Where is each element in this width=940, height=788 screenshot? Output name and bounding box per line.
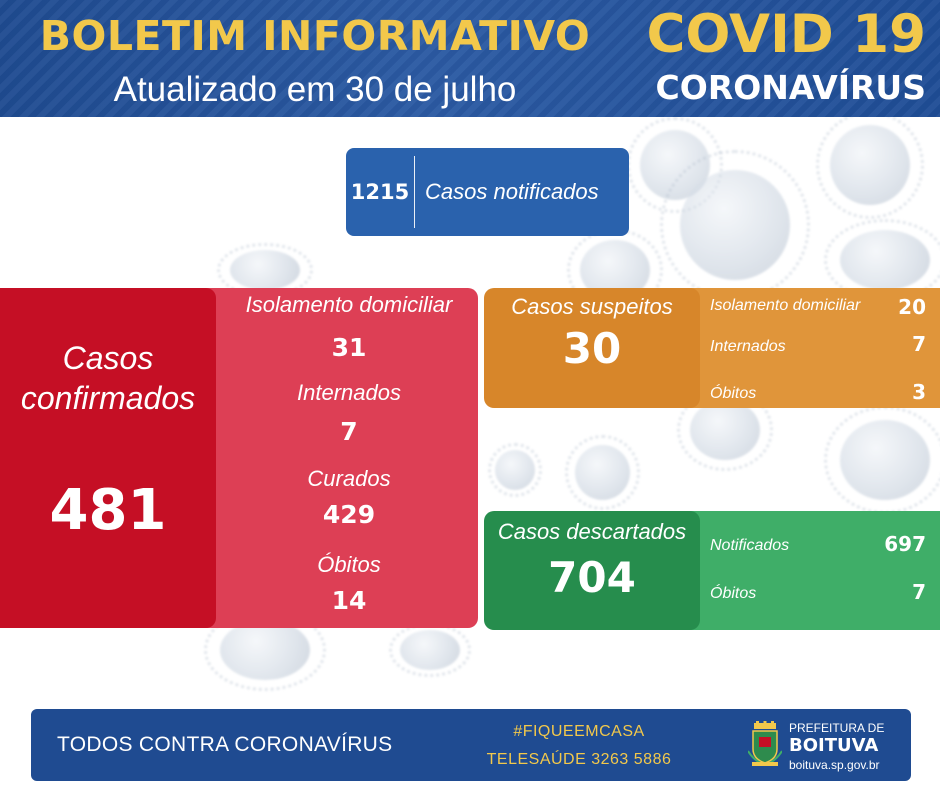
virus-decoration — [487, 442, 543, 498]
discarded-details-panel: Notificados 697 Óbitos 7 — [672, 511, 940, 630]
suspected-hospitalized-value: 7 — [912, 332, 926, 356]
suspected-details-panel: Isolamento domiciliar 20 Internados 7 Ób… — [672, 288, 940, 408]
confirmed-cases-label: Casos confirmados — [0, 338, 216, 418]
suspected-cases-value: 30 — [562, 324, 622, 373]
virus-decoration — [660, 150, 810, 300]
org-website[interactable]: boituva.sp.gov.br — [789, 758, 880, 772]
coronavirus-title: CORONAVÍRUS — [655, 68, 926, 107]
update-date: Atualizado em 30 de julho — [113, 70, 517, 109]
divider — [414, 156, 415, 228]
org-prefix: PREFEITURA DE — [789, 721, 885, 735]
virus-decoration — [677, 389, 773, 471]
covid-title: COVID 19 — [646, 4, 926, 65]
suspected-deaths-label: Óbitos — [710, 385, 757, 402]
confirmed-cases-box: Casos confirmados 481 — [0, 288, 216, 628]
confirmed-deaths-label: Óbitos — [317, 552, 381, 577]
suspected-deaths-value: 3 — [912, 380, 926, 404]
confirmed-cases-value: 481 — [49, 478, 167, 543]
confirmed-label-line2: confirmados — [20, 380, 196, 416]
org-name: BOITUVA — [789, 735, 879, 756]
notified-cases-box: 1215 Casos notificados — [346, 148, 629, 236]
header-banner: BOLETIM INFORMATIVO Atualizado em 30 de … — [0, 0, 940, 117]
confirmed-home-isolation-label: Isolamento domiciliar — [245, 292, 453, 317]
suspected-hospitalized-label: Internados — [710, 338, 786, 355]
confirmed-recovered-label: Curados — [307, 466, 391, 491]
virus-decoration — [823, 219, 940, 301]
confirmed-home-isolation-value: 31 — [331, 333, 367, 362]
virus-decoration — [565, 435, 640, 510]
suspected-cases-label: Casos suspeitos — [511, 294, 673, 319]
virus-decoration — [815, 110, 925, 220]
discarded-cases-value: 704 — [548, 553, 636, 602]
virus-decoration — [389, 622, 471, 678]
discarded-notified-label: Notificados — [710, 537, 790, 554]
suspected-home-isolation-label: Isolamento domiciliar — [710, 297, 861, 314]
suspected-cases-box: Casos suspeitos 30 — [484, 288, 700, 408]
confirmed-hospitalized-label: Internados — [297, 380, 401, 405]
discarded-cases-label: Casos descartados — [497, 519, 687, 544]
footer-slogan: TODOS CONTRA CORONAVÍRUS — [57, 733, 393, 756]
notified-cases-label: Casos notificados — [425, 179, 599, 204]
confirmed-deaths-value: 14 — [331, 586, 367, 615]
bulletin-title: BOLETIM INFORMATIVO — [39, 12, 591, 60]
notified-cases-value: 1215 — [350, 180, 410, 204]
footer-phone: TELESAÚDE 3263 5886 — [486, 751, 672, 768]
confirmed-hospitalized-value: 7 — [340, 417, 358, 446]
virus-decoration — [203, 609, 327, 691]
suspected-home-isolation-value: 20 — [898, 295, 926, 319]
footer-hashtag: #FIQUEEMCASA — [513, 723, 645, 740]
confirmed-label-line1: Casos — [62, 340, 154, 376]
discarded-deaths-label: Óbitos — [710, 585, 757, 602]
discarded-deaths-value: 7 — [912, 580, 926, 604]
virus-decoration — [823, 405, 940, 515]
footer-banner: TODOS CONTRA CORONAVÍRUS #FIQUEEMCASA TE… — [31, 709, 911, 781]
virus-decoration — [217, 242, 313, 298]
confirmed-recovered-value: 429 — [322, 500, 376, 529]
city-crest-icon — [748, 721, 782, 767]
confirmed-details-panel: Isolamento domiciliar 31 Internados 7 Cu… — [196, 288, 478, 628]
discarded-cases-box: Casos descartados 704 — [484, 511, 700, 630]
discarded-notified-value: 697 — [884, 532, 926, 556]
